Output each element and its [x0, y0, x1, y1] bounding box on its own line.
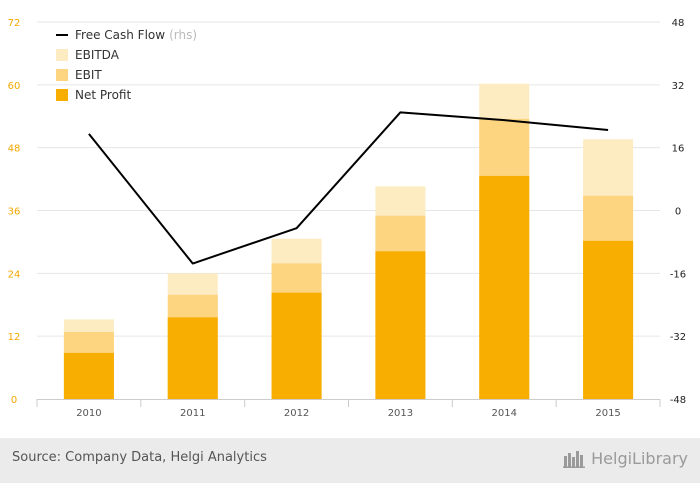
bars	[63, 83, 634, 400]
footer: Source: Company Data, Helgi Analytics He…	[0, 438, 700, 483]
y-right-tick-label: -32	[670, 332, 686, 343]
y-left-tick-label: 72	[8, 18, 21, 29]
y-right-tick-label: -16	[670, 269, 686, 280]
x-tick-label: 2010	[76, 408, 101, 419]
chart: 0 12 24 36 48 60 72 -48 -32 -16 0 16 32 48 2010 2011 201…	[8, 18, 687, 419]
fcf-line-group	[88, 111, 609, 265]
bar-net-profit	[583, 240, 634, 399]
legend-label: EBITDA	[75, 48, 120, 62]
y-left-tick-label: 12	[8, 332, 21, 343]
legend-suffix: (rhs)	[169, 28, 197, 42]
bar-net-profit	[167, 317, 218, 399]
x-tick-label: 2015	[595, 408, 620, 419]
y-right-tick-label: 48	[672, 18, 685, 29]
legend-label: Free Cash Flow (rhs)	[75, 28, 197, 42]
x-tick-label: 2013	[388, 408, 413, 419]
y-right-tick-label: 32	[672, 81, 685, 92]
bar-net-profit	[479, 175, 530, 399]
y-right-tick-label: -48	[670, 395, 686, 406]
axes: 0 12 24 36 48 60 72 -48 -32 -16 0 16 32 48 2010 2011 201…	[8, 18, 687, 419]
legend-label: EBIT	[75, 68, 102, 82]
x-tick-label: 2012	[284, 408, 309, 419]
y-left-tick-label: 48	[8, 144, 21, 155]
bar-net-profit	[63, 352, 114, 399]
bar-net-profit	[271, 292, 322, 399]
y-left-tick-label: 36	[8, 207, 21, 218]
legend: Free Cash Flow (rhs) EBITDA EBIT Net Profit	[56, 28, 197, 102]
y-right-tick-label: 0	[675, 207, 681, 218]
source-text: Source: Company Data, Helgi Analytics	[12, 450, 267, 465]
legend-label: Net Profit	[75, 88, 131, 102]
y-left-tick-label: 60	[8, 81, 21, 92]
y-right-tick-label: 16	[672, 144, 685, 155]
x-tick-label: 2011	[180, 408, 205, 419]
y-left-tick-label: 24	[8, 269, 21, 280]
legend-swatch	[56, 89, 68, 101]
gridlines	[37, 21, 660, 337]
brand-name: HelgiLibrary	[591, 448, 688, 468]
legend-swatch	[56, 69, 68, 81]
x-tick-label: 2014	[492, 408, 517, 419]
y-left-tick-label: 0	[11, 395, 17, 406]
legend-swatch	[56, 49, 68, 61]
brand: HelgiLibrary	[563, 448, 688, 468]
fcf-line	[88, 111, 609, 265]
bar-net-profit	[375, 251, 426, 399]
library-logo-icon	[563, 451, 586, 468]
